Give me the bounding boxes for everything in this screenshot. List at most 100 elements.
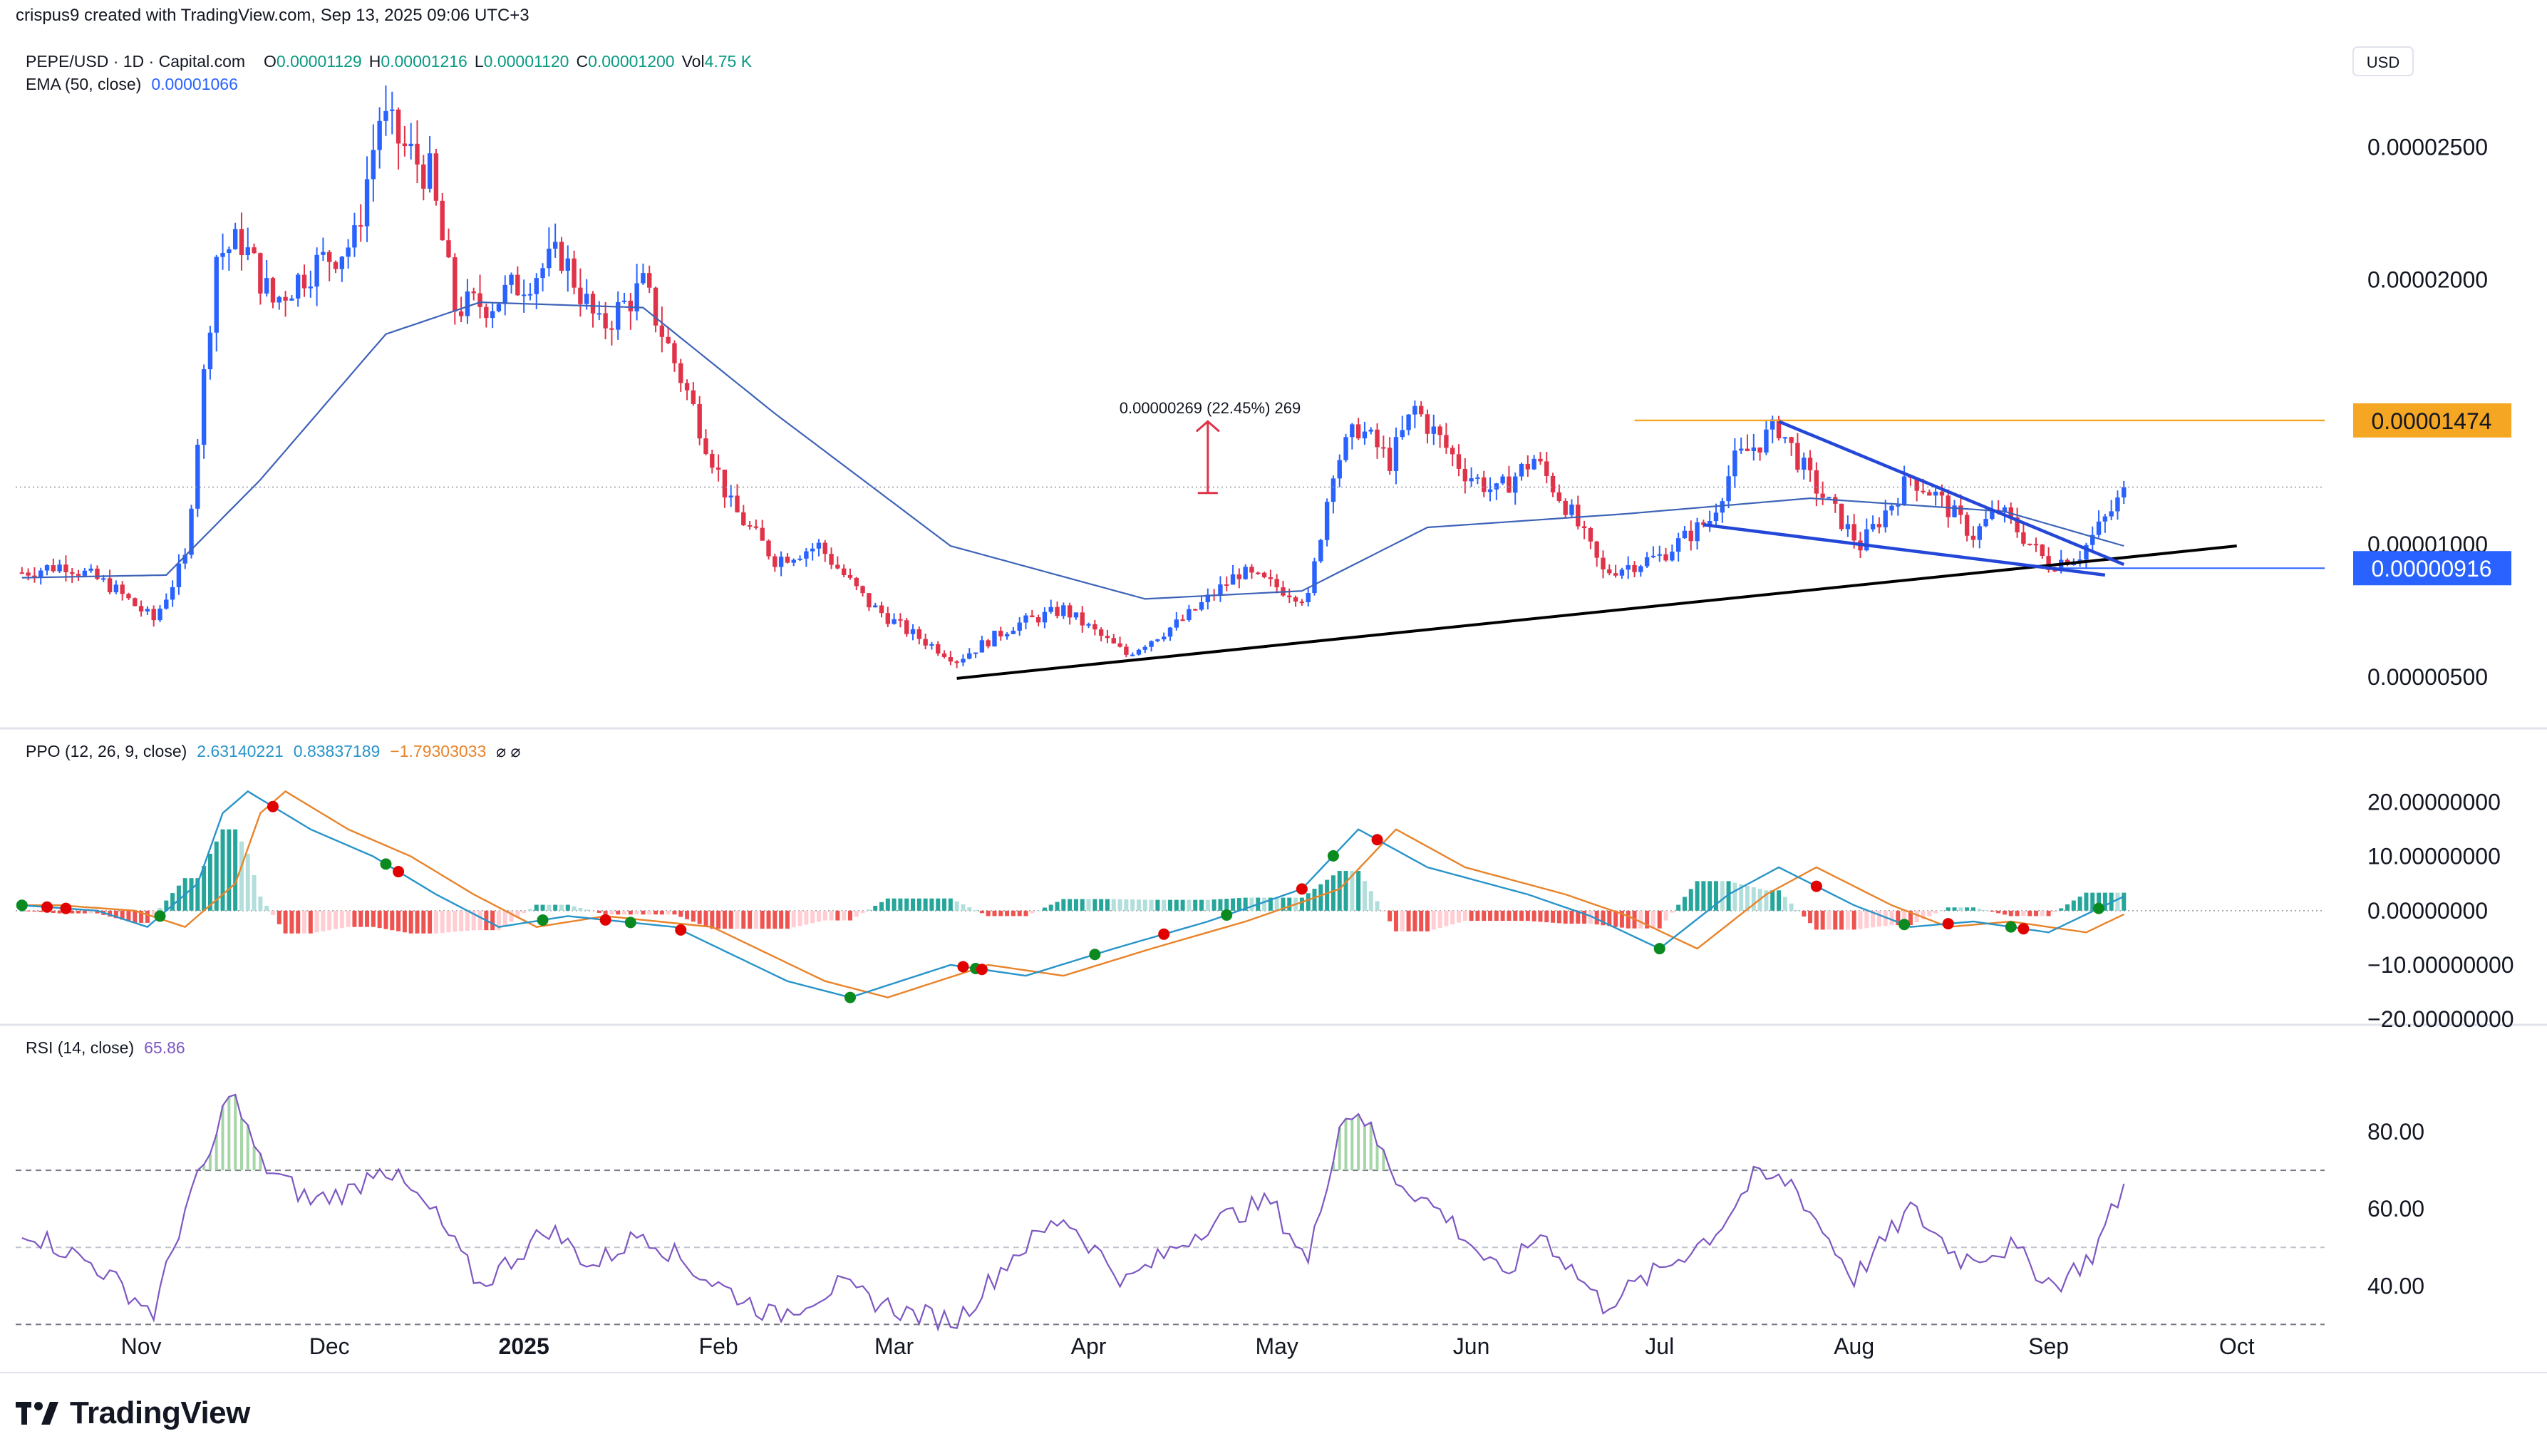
svg-text:PPO (12, 26, 9, close)2.631402: PPO (12, 26, 9, close) 2.63140221 0.838371… [26,742,521,760]
candle-body [95,568,100,579]
ppo-histogram-bar [847,910,852,921]
ppo-histogram-bar [685,910,690,919]
ppo-histogram-bar [1695,881,1700,911]
tradingview-brand[interactable]: TradingView [16,1395,250,1431]
ppo-histogram-bar [1281,897,1286,911]
candle-body [747,525,753,527]
ppo-histogram-bar [1061,899,1066,911]
candle-body [1732,450,1737,477]
candle-body [458,311,464,316]
ppo-histogram-bar [1889,910,1894,926]
candle-body [647,273,652,288]
ppo-histogram-bar [202,866,207,911]
ppo-cross-down-marker [2018,923,2030,935]
candle-body [1406,414,1411,430]
candle-body [496,304,502,311]
ema-50-line [21,301,2124,600]
ppo-histogram-bar [2115,892,2120,911]
candle-body [113,584,119,593]
candle-body [164,599,169,609]
ppo-histogram-bar [1682,897,1687,911]
ppo-histogram-bar [829,910,834,921]
ppo-histogram-bar [1732,882,1737,911]
wedge-lower-line [1703,523,2106,577]
candle-body [1588,528,1593,542]
candle-body [1927,492,1932,496]
candle-body [490,311,495,319]
ppo-histogram-bar [1708,881,1712,911]
ppo-histogram-bar [1638,910,1643,929]
candle-body [120,584,125,594]
ppo-histogram-bar [1601,910,1606,926]
candle-body [672,343,677,363]
candle-body [1117,643,1122,647]
candle-body [1644,557,1650,567]
ppo-histogram-bar [842,910,847,921]
candle-body [722,469,728,497]
candle-body [715,468,721,470]
ema-label: EMA (50, close) [26,75,141,93]
candle-body [1964,515,1970,536]
resistance-price-badge-text: 0.00001474 [2371,408,2491,434]
ppo-histogram-bar [1124,899,1129,911]
rising-trendline [956,544,2237,680]
ppo-histogram-bar [120,910,125,920]
ppo-histogram-bar [867,909,872,911]
candle-body [138,606,144,612]
candle-body [440,200,445,241]
candle-body [829,554,834,565]
candle-body [1802,458,1807,470]
ppo-histogram-bar [1048,904,1053,911]
candle-body [584,294,589,304]
candle-body [1569,505,1574,515]
candle-body [885,613,891,624]
candle-body [1889,505,1894,511]
ppo-histogram-bar [164,900,169,911]
candle-body [967,653,972,659]
ppo-cross-up-marker [537,914,549,926]
ppo-histogram-bar [283,910,288,934]
candle-body [728,495,733,497]
candle-body [773,556,777,567]
ppo-histogram-bar [1952,907,1957,911]
candle-body [1130,654,1135,656]
ppo-histogram-bar [70,910,75,914]
candle-body [653,287,658,326]
ppo-histogram-bar [1042,907,1047,911]
ppo-histogram-bar [76,910,81,914]
time-axis-label: Jun [1453,1333,1490,1359]
candle-body [1387,448,1393,471]
currency-box[interactable] [2352,46,2414,76]
ppo-histogram-bar [822,910,827,921]
ppo-histogram-bar [428,910,433,934]
ppo-histogram-bar [1243,897,1248,911]
time-axis-label: May [1255,1333,1298,1359]
candle-body [753,526,759,528]
candle-body [1306,593,1311,602]
ppo-histogram-bar [515,910,520,918]
wedge-upper-line [1778,420,2125,567]
candle-body [1042,611,1048,623]
ppo-histogram-bar [967,907,972,911]
ppo-histogram-bar [396,910,401,931]
candle-body [1343,437,1348,460]
ppo-histogram-bar [892,898,897,911]
candle-body [986,640,991,647]
ppo-histogram-bar [1569,910,1574,924]
ppo-histogram-bar [2015,910,2020,917]
candle-body [1287,595,1292,598]
ppo-histogram-bar [2002,910,2007,915]
ppo-histogram-bar [1337,871,1342,911]
ppo-histogram-bar [1751,887,1756,911]
ppo-histogram-bar [1650,910,1655,929]
ppo-histogram-bar [2034,910,2038,917]
candle-body [1782,437,1788,439]
candle-body [710,454,715,468]
candle-body [1456,454,1462,469]
candle-body [1412,406,1417,415]
candle-body [1425,414,1430,434]
ppo-histogram-bar [929,898,934,911]
candle-body [1236,574,1242,579]
candle-body [1048,606,1053,612]
